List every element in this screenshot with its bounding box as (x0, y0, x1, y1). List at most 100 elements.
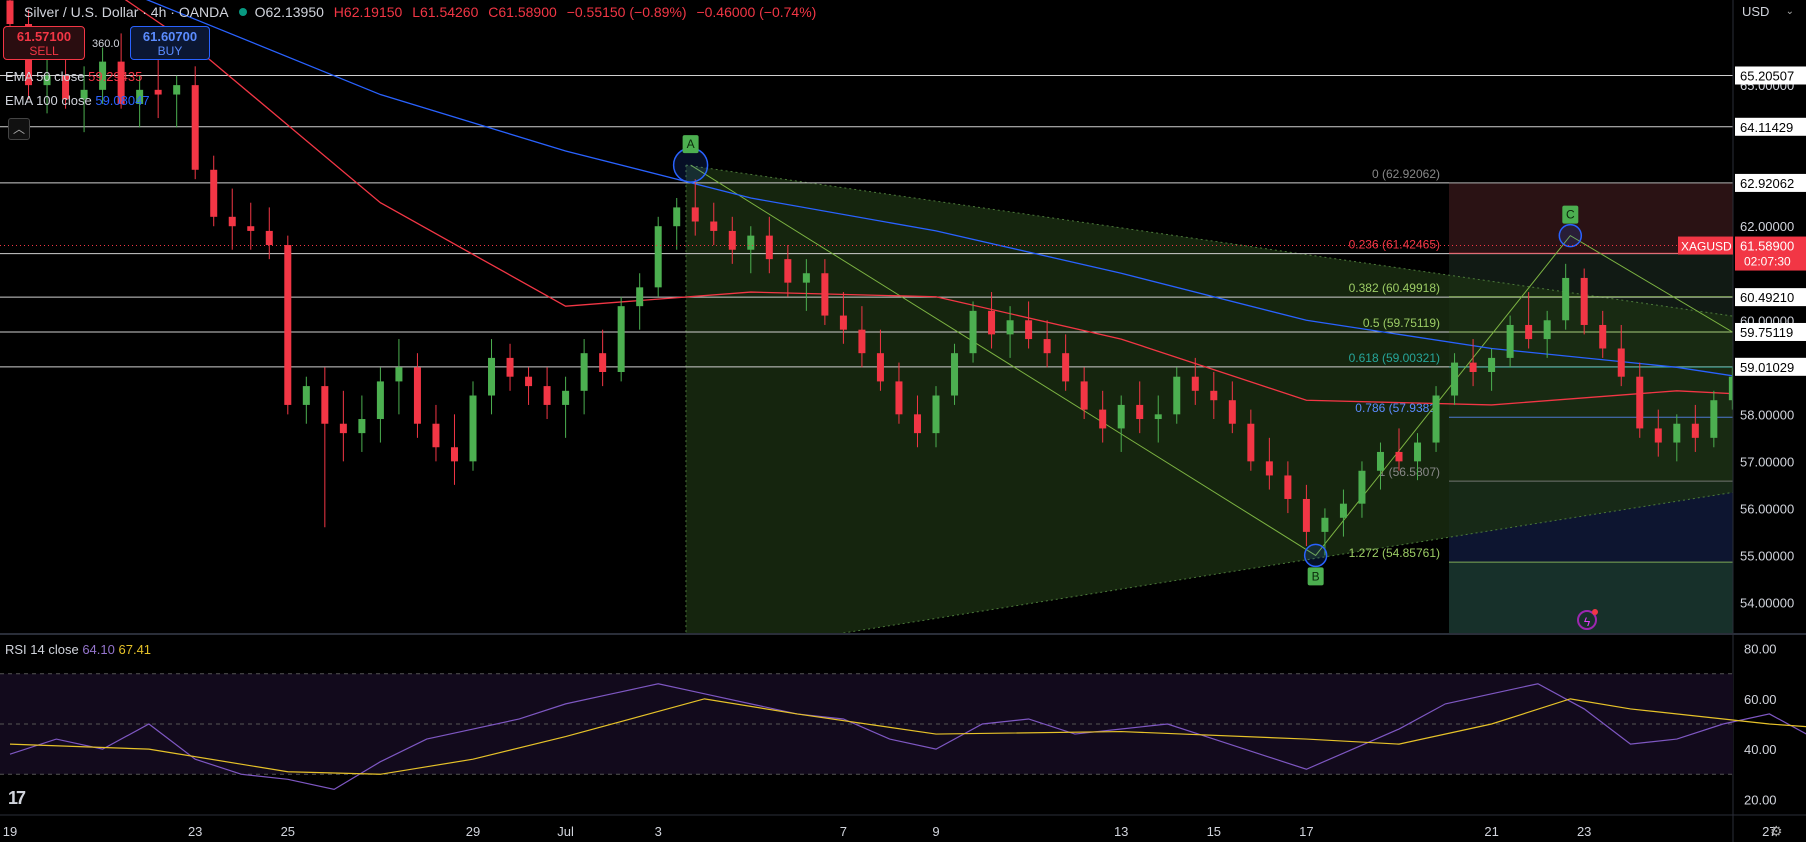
candle-body (413, 367, 421, 424)
sell-button[interactable]: 61.57100 SELL (3, 26, 85, 60)
triangle-lower-line (843, 480, 1806, 634)
symbol-tag-bg (1678, 236, 1733, 255)
candle-body (821, 273, 829, 316)
candle-body (1006, 320, 1014, 335)
candle-body (302, 386, 310, 405)
candle-body (1691, 423, 1699, 438)
candle-body (117, 61, 125, 104)
ema50-line (124, 0, 1806, 406)
chevron-up-icon: ︿ (12, 122, 25, 136)
price-label-bg (1735, 357, 1806, 376)
candle-body (1265, 461, 1273, 476)
price-label: 64.11429 (1740, 120, 1793, 135)
rsi-tick: 40.00 (1744, 742, 1777, 757)
candle-body (1099, 409, 1107, 429)
price-label: 62.92062 (1740, 176, 1794, 191)
price-label: 59.01029 (1740, 360, 1794, 375)
sell-label: SELL (29, 44, 59, 58)
ema100-value: 59.08047 (95, 93, 150, 108)
candle-body (1043, 339, 1051, 354)
candle-body (506, 357, 514, 377)
rsi-ma-line (9, 698, 1806, 775)
rsi-label: RSI 14 close (5, 642, 79, 657)
time-tick: 25 (281, 824, 295, 839)
candle-body (747, 235, 755, 250)
gear-icon[interactable]: ⚙ (1770, 823, 1783, 839)
price-label-bg (1735, 66, 1806, 85)
candle-body (450, 447, 458, 462)
candle-body (1506, 324, 1514, 358)
rsi-line (9, 683, 1806, 791)
time-tick: 23 (188, 824, 202, 839)
time-tick: 17 (1299, 824, 1313, 839)
triangle-fill (685, 165, 1806, 633)
price-tick: 56.00000 (1740, 501, 1794, 516)
candle-body (136, 89, 144, 104)
rsi-legend[interactable]: RSI 14 close 64.10 67.41 (5, 642, 151, 657)
currency-selector[interactable]: USD ⌄ (1736, 0, 1798, 24)
ema50-legend[interactable]: EMA 50 close 59.29435 (5, 69, 142, 84)
candle-body (1062, 353, 1070, 382)
price-tick: 55.00000 (1740, 548, 1794, 563)
candle-body (1599, 324, 1607, 349)
high-value: H62.19150 (333, 4, 403, 20)
candle-body (1191, 376, 1199, 391)
candle-body (358, 419, 366, 434)
time-tick: 3 (655, 824, 662, 839)
lightning-icon[interactable]: ϟ (1577, 609, 1598, 630)
pattern-point-badge (1307, 567, 1324, 586)
candle-body (839, 315, 847, 330)
candle-body (599, 353, 607, 372)
rsi-ma-value: 67.41 (118, 642, 152, 657)
price-tick: 62.00000 (1740, 219, 1794, 234)
price-label-bg (1735, 117, 1806, 136)
price-label-bg (1735, 322, 1806, 341)
candle-body (321, 386, 329, 424)
time-tick: 15 (1207, 824, 1221, 839)
candle-body (1376, 451, 1384, 471)
ema100-legend[interactable]: EMA 100 close 59.08047 (5, 93, 150, 108)
countdown-label: 02:07:30 (1744, 255, 1791, 269)
spread-value: 360.0 (92, 38, 120, 50)
candle-body (99, 61, 107, 90)
time-tick: 27 (1762, 824, 1776, 839)
change-value-2: −0.46000 (−0.74%) (696, 4, 817, 20)
tradingview-logo-icon[interactable]: 17 (8, 788, 26, 808)
candle-body (1025, 320, 1033, 340)
fib-label: 0 (62.92062) (1372, 167, 1440, 181)
candle-body (376, 381, 384, 420)
candle-body (1432, 395, 1440, 443)
candle-body (858, 329, 866, 354)
candle-body (1728, 376, 1736, 401)
buy-button[interactable]: 61.60700 BUY (130, 26, 210, 60)
candle-body (802, 273, 810, 283)
rsi-value: 64.10 (82, 642, 115, 657)
candle-body (1321, 517, 1329, 532)
pattern-point-circle (1303, 543, 1328, 568)
ema50-value: 59.29435 (88, 69, 143, 84)
fib-label: 0.382 (60.49918) (1349, 281, 1440, 295)
collapse-legend-button[interactable]: ︿ (8, 118, 30, 140)
candle-body (339, 423, 347, 434)
candle-body (728, 230, 736, 250)
candle-body (1117, 404, 1125, 429)
symbol-title[interactable]: Silver / U.S. Dollar · 4h · OANDA (24, 4, 229, 20)
chart-header: Silver / U.S. Dollar · 4h · OANDA O62.13… (0, 0, 822, 24)
candle-body (1580, 277, 1588, 325)
price-tick: 58.00000 (1740, 407, 1794, 422)
candle-body (1543, 320, 1551, 340)
candle-body (191, 85, 199, 170)
candle-body (265, 230, 273, 246)
candle-body (1673, 423, 1681, 443)
fib-label: 1 (56.5807) (1379, 465, 1440, 479)
price-label: 60.49210 (1740, 290, 1794, 305)
candle-body (951, 353, 959, 396)
candle-body (1488, 357, 1496, 372)
pattern-point-badge (1562, 205, 1579, 224)
last-price-label: 61.58900 (1740, 239, 1794, 254)
candle-body (562, 390, 570, 405)
fib-label: 1.272 (54.85761) (1349, 546, 1440, 560)
candle-body (284, 245, 292, 405)
candle-body (1302, 498, 1310, 532)
